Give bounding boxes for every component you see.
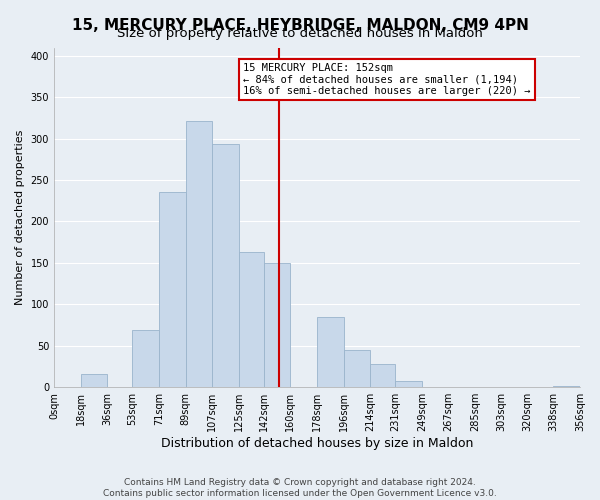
Bar: [159, 192, 185, 387]
Bar: [239, 252, 264, 387]
Bar: [80, 374, 107, 387]
Text: 15, MERCURY PLACE, HEYBRIDGE, MALDON, CM9 4PN: 15, MERCURY PLACE, HEYBRIDGE, MALDON, CM…: [71, 18, 529, 32]
Bar: [344, 350, 370, 387]
Bar: [185, 121, 212, 387]
Bar: [264, 263, 290, 387]
Y-axis label: Number of detached properties: Number of detached properties: [15, 130, 25, 305]
Bar: [553, 386, 580, 387]
Text: 15 MERCURY PLACE: 152sqm
← 84% of detached houses are smaller (1,194)
16% of sem: 15 MERCURY PLACE: 152sqm ← 84% of detach…: [244, 63, 531, 96]
Text: Contains HM Land Registry data © Crown copyright and database right 2024.
Contai: Contains HM Land Registry data © Crown c…: [103, 478, 497, 498]
X-axis label: Distribution of detached houses by size in Maldon: Distribution of detached houses by size …: [161, 437, 473, 450]
Text: Size of property relative to detached houses in Maldon: Size of property relative to detached ho…: [117, 28, 483, 40]
Bar: [133, 330, 159, 387]
Bar: [212, 144, 239, 387]
Bar: [317, 317, 344, 387]
Bar: [395, 382, 422, 387]
Bar: [370, 364, 395, 387]
